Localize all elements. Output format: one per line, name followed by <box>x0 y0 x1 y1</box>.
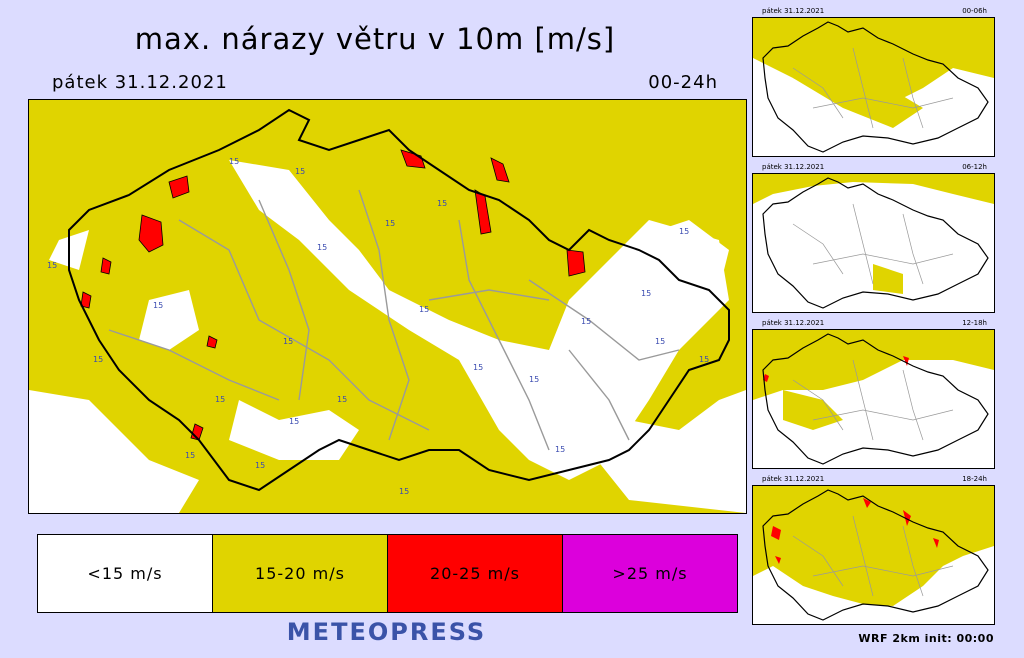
svg-text:15: 15 <box>229 157 239 166</box>
panel-map <box>752 17 995 157</box>
svg-text:15: 15 <box>185 451 195 460</box>
panel-00-06: pátek 31.12.2021 00-06h <box>752 6 997 157</box>
panel-period: 06-12h <box>962 163 987 171</box>
date-label: pátek 31.12.2021 <box>52 72 228 93</box>
country-border <box>68 108 730 492</box>
svg-text:15: 15 <box>655 337 665 346</box>
svg-text:15: 15 <box>679 227 689 236</box>
svg-text:15: 15 <box>283 337 293 346</box>
svg-text:15: 15 <box>437 199 447 208</box>
svg-text:15: 15 <box>215 395 225 404</box>
panel-map <box>752 485 995 625</box>
panel-period: 18-24h <box>962 475 987 483</box>
map-title: max. nárazy větru v 10m [m/s] <box>134 22 616 56</box>
period-label: 00-24h <box>648 72 718 93</box>
panel-period: 12-18h <box>962 319 987 327</box>
brand-logo: METEOPRESS <box>286 618 487 646</box>
model-info: WRF 2km init: 00:00 <box>858 632 994 645</box>
svg-text:15: 15 <box>317 243 327 252</box>
svg-text:15: 15 <box>93 355 103 364</box>
panel-map <box>752 173 995 313</box>
panel-date: pátek 31.12.2021 <box>762 163 825 171</box>
region-borders <box>108 189 680 451</box>
legend-item-below-15: <15 m/s <box>38 535 213 612</box>
svg-text:15: 15 <box>295 167 305 176</box>
legend-label: >25 m/s <box>612 564 688 583</box>
svg-text:15: 15 <box>641 289 651 298</box>
legend-label: 15-20 m/s <box>255 564 345 583</box>
legend-item-20-25: 20-25 m/s <box>388 535 563 612</box>
panel-map-svg <box>753 18 994 156</box>
contour-labels: 15 15 15 15 15 15 15 15 15 15 15 15 15 1… <box>47 157 709 496</box>
svg-text:15: 15 <box>529 375 539 384</box>
legend-label: 20-25 m/s <box>430 564 520 583</box>
panel-18-24: pátek 31.12.2021 18-24h <box>752 474 997 625</box>
svg-text:15: 15 <box>47 261 57 270</box>
svg-text:15: 15 <box>473 363 483 372</box>
svg-text:15: 15 <box>581 317 591 326</box>
svg-text:15: 15 <box>699 355 709 364</box>
svg-text:15: 15 <box>399 487 409 496</box>
gust-20-25-zones <box>80 149 586 441</box>
panel-date: pátek 31.12.2021 <box>762 319 825 327</box>
panel-map-svg <box>753 486 994 624</box>
svg-text:15: 15 <box>255 461 265 470</box>
panel-06-12: pátek 31.12.2021 06-12h <box>752 162 997 313</box>
panel-map-svg <box>753 330 994 468</box>
legend-item-15-20: 15-20 m/s <box>213 535 388 612</box>
panel-date: pátek 31.12.2021 <box>762 7 825 15</box>
gust-below-15-zones <box>29 160 746 513</box>
panel-period: 00-06h <box>962 7 987 15</box>
main-map-svg: 15 15 15 15 15 15 15 15 15 15 15 15 15 1… <box>29 100 746 513</box>
legend-label: <15 m/s <box>87 564 163 583</box>
main-wind-map: 15 15 15 15 15 15 15 15 15 15 15 15 15 1… <box>28 99 747 514</box>
svg-text:15: 15 <box>289 417 299 426</box>
svg-text:15: 15 <box>419 305 429 314</box>
svg-text:15: 15 <box>337 395 347 404</box>
svg-text:15: 15 <box>385 219 395 228</box>
svg-text:15: 15 <box>555 445 565 454</box>
legend-item-above-25: >25 m/s <box>563 535 737 612</box>
legend: <15 m/s 15-20 m/s 20-25 m/s >25 m/s <box>37 534 738 613</box>
panel-date: pátek 31.12.2021 <box>762 475 825 483</box>
panel-12-18: pátek 31.12.2021 12-18h <box>752 318 997 469</box>
panel-map <box>752 329 995 469</box>
panel-map-svg <box>753 174 994 312</box>
svg-text:15: 15 <box>153 301 163 310</box>
